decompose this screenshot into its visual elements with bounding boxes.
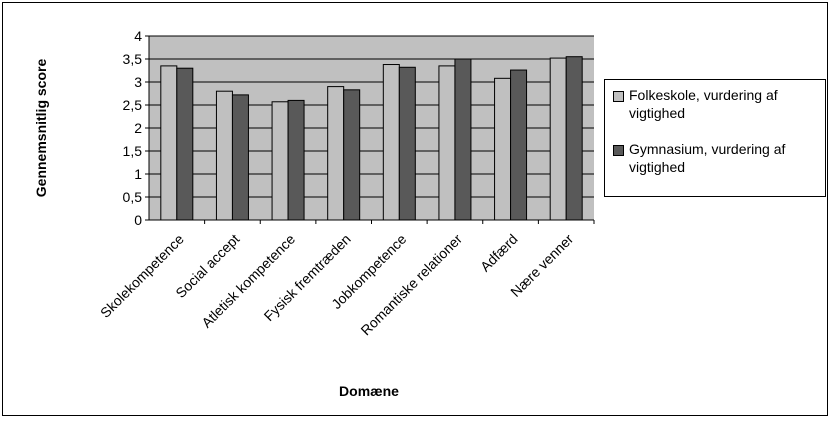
x-tick-label: Skolekompetence	[97, 231, 187, 321]
y-axis-title: Gennemsnitlig score	[33, 59, 49, 198]
legend: Folkeskole, vurdering af vigtighed Gymna…	[604, 79, 826, 197]
bar-folkeskole	[160, 65, 178, 221]
y-tick-label: 3,5	[123, 51, 143, 67]
bar-folkeskole	[327, 86, 345, 221]
y-tick-label: 0	[134, 212, 142, 228]
bar-gymnasium	[176, 67, 194, 221]
y-tick-label: 1,5	[123, 143, 143, 159]
bar-gymnasium	[565, 56, 583, 221]
bar-gymnasium	[287, 99, 305, 221]
bar-gymnasium	[231, 94, 249, 221]
bar-gymnasium	[454, 58, 472, 221]
bar-folkeskole	[215, 90, 233, 221]
x-axis-title: Domæne	[339, 383, 399, 399]
y-tick-label: 1	[134, 166, 142, 182]
bar-gymnasium	[510, 69, 528, 221]
bar-folkeskole	[494, 77, 512, 221]
y-axis-ticks: 0 0,5 1 1,5 2 2,5 3 3,5 4	[123, 28, 149, 228]
legend-label-folkeskole: Folkeskole, vurdering af vigtighed	[629, 87, 778, 121]
bar-folkeskole	[438, 65, 456, 221]
y-tick-label: 0,5	[123, 189, 143, 205]
legend-swatch-folkeskole	[613, 91, 624, 102]
legend-swatch-gymnasium	[613, 145, 624, 156]
bar-chart: 0 0,5 1 1,5 2 2,5 3 3,5 4 SkolekompetenceSocial …	[33, 28, 595, 399]
bar-folkeskole	[549, 57, 567, 221]
y-tick-label: 2	[134, 120, 142, 136]
bar-gymnasium	[343, 89, 361, 221]
bar-folkeskole	[271, 101, 289, 221]
x-tick-label: Adfærd	[477, 231, 521, 275]
legend-label-gymnasium: Gymnasium, vurdering af vigtighed	[629, 141, 786, 175]
y-tick-label: 4	[134, 28, 142, 44]
y-tick-label: 3	[134, 74, 142, 90]
bar-gymnasium	[398, 66, 416, 221]
bar-folkeskole	[382, 64, 400, 221]
x-tick-label: Romantiske relationer	[357, 231, 465, 339]
chart-frame: 0 0,5 1 1,5 2 2,5 3 3,5 4 Skolekompetence Social …	[2, 2, 828, 416]
x-tick-label: Atletisk kompetence	[198, 231, 298, 331]
y-tick-label: 2,5	[123, 97, 143, 113]
